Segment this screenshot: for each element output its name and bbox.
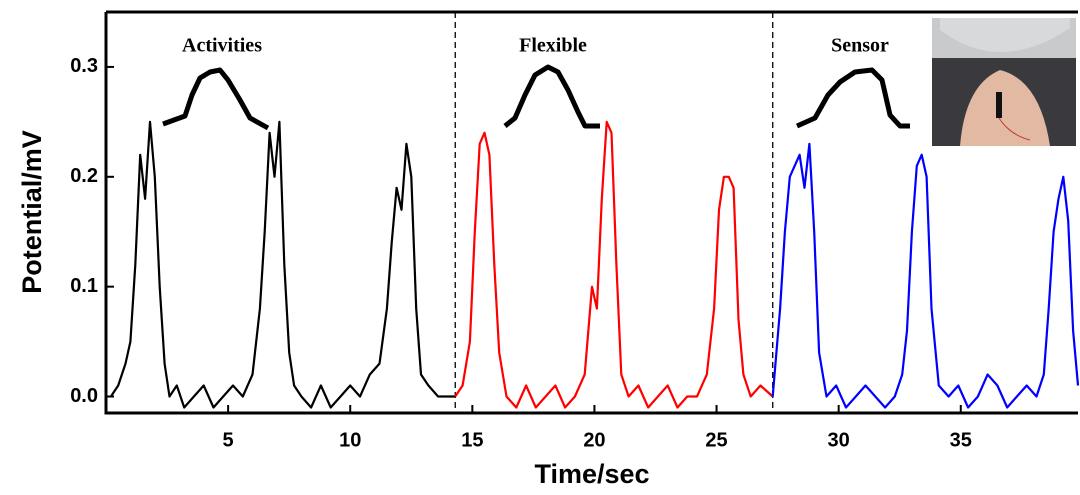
axis-frame: [104, 10, 1078, 415]
x-tick-label: 25: [705, 429, 727, 451]
x-tick-label: 30: [828, 429, 850, 451]
x-tick-label: 10: [339, 429, 361, 451]
inset-photo: [932, 18, 1076, 146]
y-axis-label: Potential/mV: [17, 130, 47, 294]
x-tick-label: 20: [583, 429, 605, 451]
y-tick-label: 0.1: [70, 275, 98, 297]
x-tick-label: 15: [461, 429, 483, 451]
y-tick-label: 0.0: [70, 385, 98, 407]
data-line: [109, 120, 456, 409]
waveform-icons: [162, 64, 910, 131]
data-line: [771, 142, 1080, 409]
x-tick-label: 35: [950, 429, 972, 451]
y-tick-label: 0.3: [70, 55, 98, 77]
annotation: Flexible: [519, 35, 587, 57]
y-tick-label: 0.2: [70, 165, 98, 187]
data-line: [454, 120, 774, 409]
annotation: Activities: [182, 35, 262, 57]
x-tick-label: 5: [223, 429, 234, 451]
x-axis-label: Time/sec: [534, 459, 649, 489]
annotation: Sensor: [831, 35, 889, 57]
